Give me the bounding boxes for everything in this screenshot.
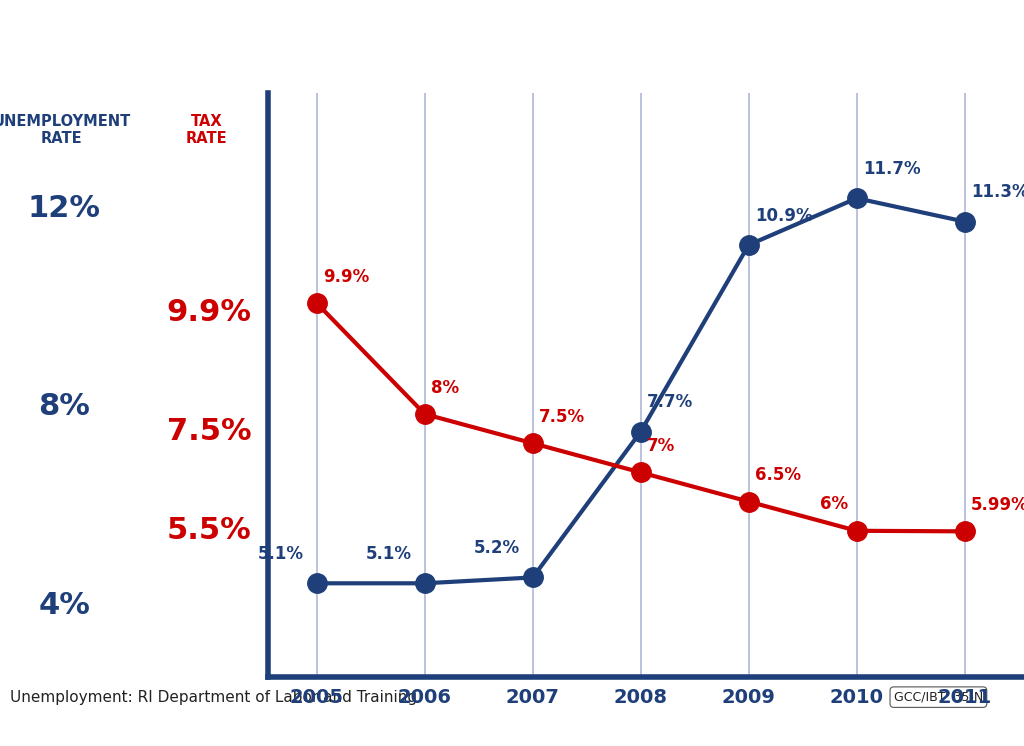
Text: 5.1%: 5.1% (258, 545, 304, 563)
Text: 5.1%: 5.1% (366, 545, 412, 563)
Text: 10.9%: 10.9% (755, 207, 813, 225)
Text: 4%: 4% (39, 591, 90, 620)
Text: GCC/IBT  35-N: GCC/IBT 35-N (894, 691, 983, 703)
Text: 5.2%: 5.2% (474, 539, 520, 557)
Text: 6.5%: 6.5% (755, 466, 801, 484)
Text: 7%: 7% (647, 437, 676, 455)
Text: 5.99%: 5.99% (971, 496, 1024, 514)
Text: Wealthy Tax Rate VS. Unemployment Rate: 2005-2011: Wealthy Tax Rate VS. Unemployment Rate: … (0, 31, 1024, 66)
Text: 6%: 6% (820, 495, 848, 513)
Text: 5.5%: 5.5% (167, 516, 252, 545)
Text: Unemployment: RI Department of Labor and Training: Unemployment: RI Department of Labor and… (10, 689, 418, 705)
Text: 11.3%: 11.3% (971, 184, 1024, 201)
Text: 7.5%: 7.5% (540, 408, 586, 426)
Text: 8%: 8% (431, 379, 460, 397)
Text: 8%: 8% (39, 392, 90, 421)
Text: 11.7%: 11.7% (863, 160, 921, 178)
Text: 12%: 12% (28, 194, 101, 223)
Text: 7.7%: 7.7% (647, 393, 693, 411)
Text: 9.9%: 9.9% (324, 268, 370, 286)
Text: 9.9%: 9.9% (167, 298, 252, 327)
Text: UNEMPLOYMENT
RATE: UNEMPLOYMENT RATE (0, 113, 131, 146)
Text: 7.5%: 7.5% (167, 417, 252, 446)
Text: TAX
RATE: TAX RATE (185, 113, 227, 146)
